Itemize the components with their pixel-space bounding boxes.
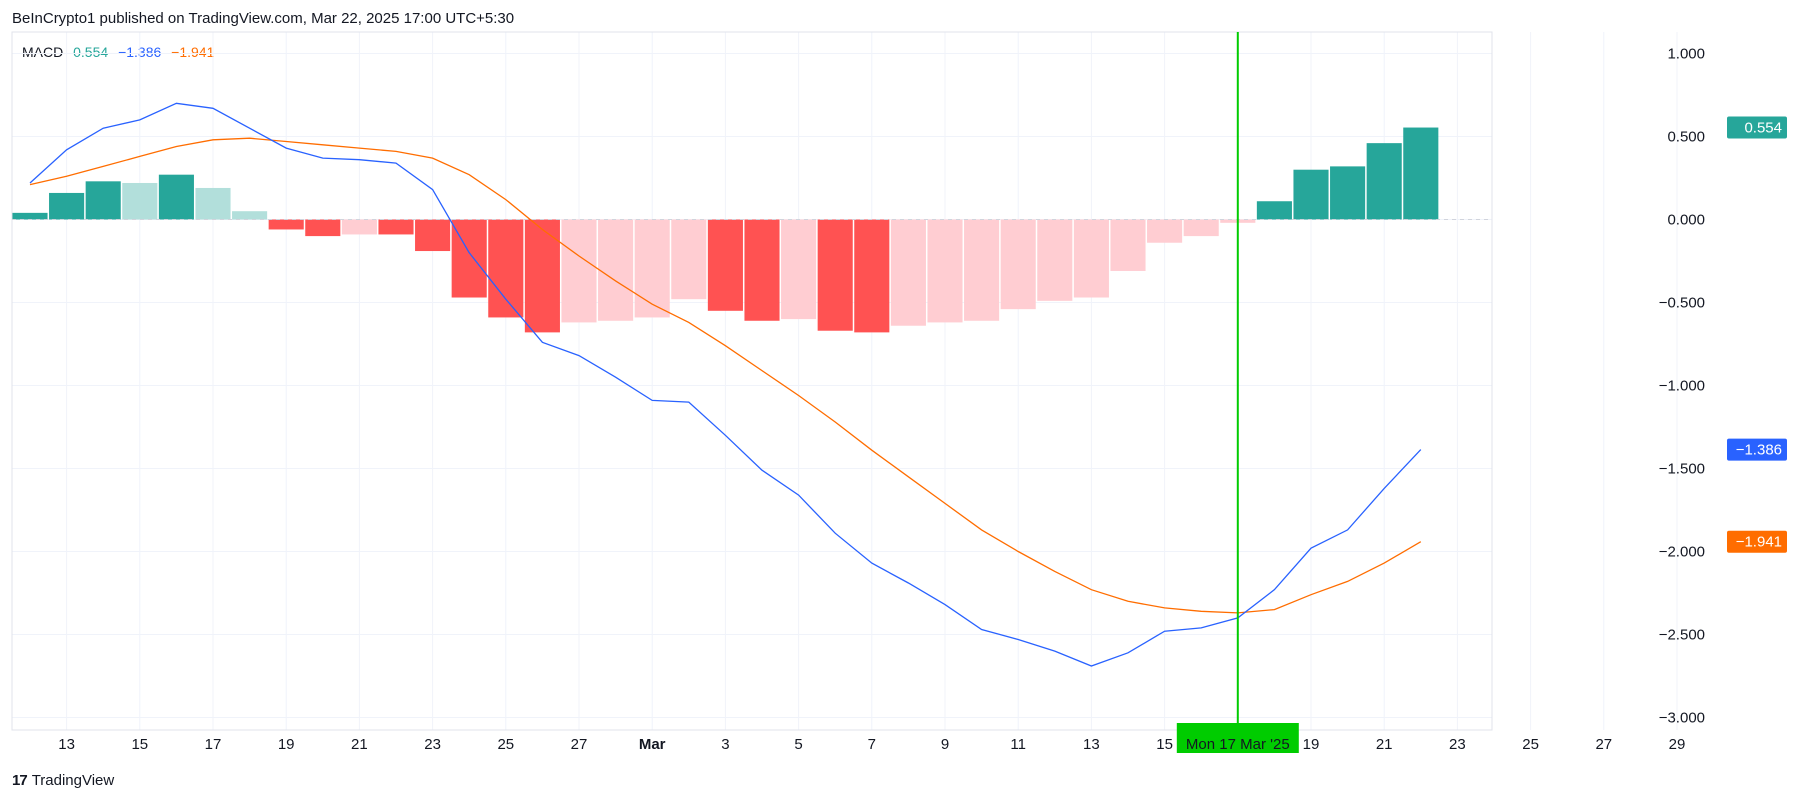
price-labels: 0.554 −1.386 −1.941: [1727, 116, 1787, 553]
brand-name: TradingView: [31, 772, 115, 789]
y-tick-label: −1.000: [1659, 378, 1705, 395]
y-tick-label: −2.000: [1659, 544, 1705, 561]
x-tick-label: 11: [1010, 736, 1026, 753]
histogram-bar: [1183, 219, 1219, 237]
tradingview-logo-icon: 17: [12, 772, 28, 789]
x-tick-label: 25: [497, 736, 514, 753]
histogram-bar: [341, 219, 377, 235]
histogram-bar: [1073, 219, 1109, 298]
histogram-bar: [598, 219, 634, 321]
histogram-bar: [1366, 143, 1402, 220]
x-tick-label: Mar: [639, 736, 666, 753]
x-tick-label: 13: [58, 736, 75, 753]
x-tick-label: 25: [1522, 736, 1539, 753]
histogram-bar: [927, 219, 963, 323]
histogram-bar: [634, 219, 670, 318]
x-tick-label: 23: [1449, 736, 1466, 753]
crosshair-date-text: Mon 17 Mar '25: [1186, 736, 1290, 753]
x-tick-label: 9: [941, 736, 949, 753]
price-label-box: [1727, 116, 1787, 139]
x-tick-label: 19: [278, 736, 295, 753]
histogram-bar: [1110, 219, 1146, 271]
legend-hist-value: 0.554: [73, 44, 109, 60]
publish-header: BeInCrypto1 published on TradingView.com…: [12, 10, 515, 27]
x-tick-label: 27: [571, 736, 588, 753]
price-label-text: 0.554: [1744, 120, 1782, 137]
histogram-bar: [817, 219, 853, 331]
legend-signal-value: −1.941: [171, 44, 215, 60]
histogram-bar: [781, 219, 817, 320]
tradingview-brand[interactable]: 17 TradingView: [12, 772, 114, 789]
histogram-bar: [854, 219, 890, 333]
crosshair-date-box: [1176, 723, 1299, 753]
histogram-bar: [122, 182, 158, 220]
histogram-bar: [1037, 219, 1073, 301]
y-tick-label: −0.500: [1659, 295, 1705, 312]
x-tick-label: 19: [1303, 736, 1320, 753]
histogram-bar: [268, 219, 304, 230]
histogram-bar: [158, 174, 194, 220]
x-tick-label: 23: [424, 736, 441, 753]
x-tick-label: 21: [1376, 736, 1393, 753]
x-tick-label: 5: [794, 736, 802, 753]
x-tick-label: 3: [721, 736, 729, 753]
histogram-bar: [85, 181, 121, 220]
y-tick-label: 0.000: [1667, 212, 1705, 229]
signal-line: [29, 137, 1422, 614]
histogram-bar: [524, 219, 560, 333]
histogram-bar: [195, 187, 231, 220]
x-tick-label: 21: [351, 736, 368, 753]
histogram-bar: [707, 219, 743, 311]
histogram-bar: [671, 219, 707, 300]
x-tick-label: 15: [131, 736, 148, 753]
price-label-box: [1727, 438, 1787, 461]
histogram-bar: [415, 219, 451, 252]
histogram-bar: [305, 219, 341, 237]
histogram-bar: [561, 219, 597, 323]
plot-border: [11, 31, 1493, 731]
crosshair-date-label: Mon 17 Mar '25: [1176, 723, 1299, 753]
histogram-bars: [12, 127, 1439, 333]
histogram-bar: [232, 211, 268, 220]
legend-label: MACD: [22, 44, 64, 60]
y-axis[interactable]: 1.000 0.500 0.000 −0.500 −1.000 −1.500 −2.000 −…: [1659, 46, 1705, 727]
histogram-bar: [1256, 201, 1292, 220]
x-axis[interactable]: 13 15 17 19 21 23 25 27 Mar 3 5 7 9 11 13 15 19 21 23 25 27 2…: [58, 736, 1685, 753]
histogram-bar: [890, 219, 926, 326]
y-tick-label: 0.500: [1667, 129, 1705, 146]
x-tick-label: 7: [868, 736, 876, 753]
x-tick-label: 27: [1595, 736, 1612, 753]
price-label-text: −1.386: [1736, 442, 1782, 459]
x-tick-label: 13: [1083, 736, 1100, 753]
y-tick-label: −3.000: [1659, 710, 1705, 727]
histogram-bar: [12, 212, 48, 220]
histogram-bar: [1330, 166, 1366, 220]
histogram-bar: [1000, 219, 1036, 310]
histogram-bar: [378, 219, 414, 235]
macd-line: [29, 102, 1422, 667]
histogram-bar: [49, 192, 85, 220]
price-label-text: −1.941: [1736, 534, 1782, 551]
histogram-bar: [1147, 219, 1183, 243]
y-tick-label: −1.500: [1659, 461, 1705, 478]
histogram-bar: [964, 219, 1000, 321]
histogram-bar: [488, 219, 524, 318]
x-tick-label: 29: [1669, 736, 1686, 753]
y-tick-label: 1.000: [1667, 46, 1705, 63]
histogram-bar: [744, 219, 780, 321]
histogram-bar: [1403, 127, 1439, 220]
y-tick-label: −2.500: [1659, 627, 1705, 644]
price-label-box: [1727, 530, 1787, 553]
histogram-bar: [1293, 169, 1329, 220]
x-tick-label: 15: [1156, 736, 1173, 753]
macd-chart[interactable]: 1.000 0.500 0.000 −0.500 −1.000 −1.500 −2.000 −…: [0, 0, 1804, 760]
x-tick-label: 17: [205, 736, 222, 753]
